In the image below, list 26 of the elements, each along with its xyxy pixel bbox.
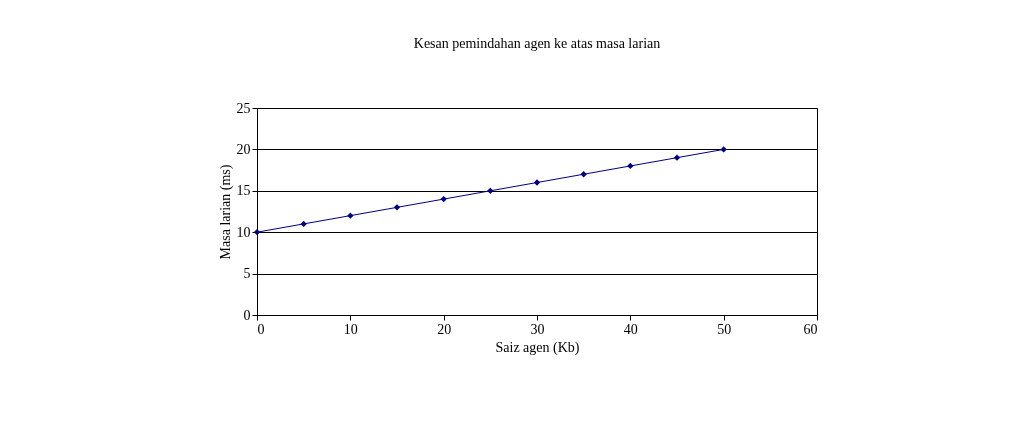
x-tick-label: 40 — [623, 321, 638, 337]
x-tick-label: 60 — [803, 321, 818, 337]
y-tick-label: 10 — [236, 224, 251, 240]
y-tick-label: 20 — [236, 141, 251, 157]
y-tick-label: 25 — [236, 100, 251, 116]
point — [720, 146, 727, 153]
y-tick-label: 5 — [243, 266, 251, 282]
point — [440, 195, 447, 203]
chart-title: Kesan pemindahan agen ke atas masa larian — [413, 36, 661, 51]
y-tick-label: 0 — [243, 307, 251, 323]
point — [347, 212, 354, 219]
point — [673, 154, 681, 161]
point — [487, 187, 494, 194]
point — [393, 204, 401, 211]
x-axis-title: Saiz agen (Kb) — [495, 339, 580, 356]
point — [533, 179, 541, 186]
x-tick-label: 30 — [530, 321, 545, 337]
point — [627, 162, 634, 170]
y-tick-label: 15 — [236, 183, 251, 199]
x-tick-label: 50 — [717, 321, 732, 337]
point — [580, 171, 587, 178]
x-tick-label: 0 — [257, 321, 265, 337]
y-axis-title: Masa larian (ms) — [217, 164, 234, 260]
x-tick-label: 10 — [343, 321, 358, 337]
point — [300, 220, 307, 228]
x-tick-label: 20 — [437, 321, 452, 337]
